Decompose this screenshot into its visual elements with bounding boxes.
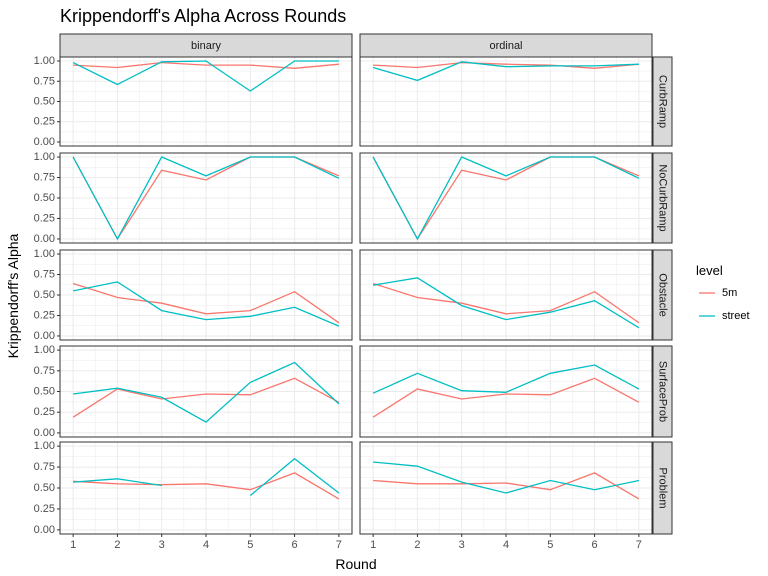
- y-tick-label: 1.00: [34, 55, 55, 67]
- y-tick-label: 0.75: [34, 461, 55, 473]
- y-tick-label: 0.50: [34, 96, 55, 108]
- column-strip-label-binary: binary: [191, 40, 221, 52]
- x-tick-label: 4: [503, 539, 509, 551]
- x-tick-label: 3: [159, 539, 165, 551]
- y-tick-label: 0.50: [34, 386, 55, 398]
- panel-NoCurbRamp-ordinal: [359, 152, 653, 244]
- series-line-5m-CurbRamp-ordinal: [373, 61, 639, 69]
- y-tick-label: 0.50: [34, 482, 55, 494]
- panel-border: [359, 152, 653, 244]
- x-tick-label: 4: [203, 539, 209, 551]
- y-tick-label: 0.25: [34, 406, 55, 418]
- x-tick-label: 5: [247, 539, 253, 551]
- series-line-street-Problem-ordinal: [373, 461, 640, 494]
- x-tick-label: 6: [292, 539, 298, 551]
- y-tick-label: 0.75: [34, 365, 55, 377]
- y-tick-label: 1.00: [34, 344, 55, 356]
- y-tick-label: 0.50: [34, 192, 55, 204]
- chart-title: Krippendorff's Alpha Across Rounds: [60, 6, 346, 26]
- panel-border: [359, 56, 653, 147]
- x-tick-label: 3: [459, 539, 465, 551]
- row-strip-label-Obstacle: Obstacle: [657, 273, 669, 316]
- row-strip-label-CurbRamp: CurbRamp: [657, 75, 669, 128]
- facet-panels: binary ordinal CurbRamp NoCurbRamp Obstacle S…: [34, 33, 673, 551]
- panel-CurbRamp-binary: 0.00 0.25 0.50 0.75 1.00: [34, 55, 353, 148]
- series-line-street-NoCurbRamp-ordinal: [372, 156, 640, 241]
- row-strip-label-Problem: Problem: [657, 468, 669, 509]
- x-tick-label: 5: [547, 539, 553, 551]
- y-tick-label: 0.75: [34, 172, 55, 184]
- panel-NoCurbRamp-binary: 0.00 0.25 0.50 0.75 1.00: [34, 151, 353, 245]
- x-tick-label: 2: [114, 539, 120, 551]
- series-line-street-Obstacle-binary: [72, 281, 340, 327]
- legend-title: level: [696, 263, 723, 278]
- row-strip-label-NoCurbRamp: NoCurbRamp: [657, 164, 669, 231]
- legend-label-street: street: [722, 310, 750, 322]
- series-line-street-NoCurbRamp-binary: [72, 156, 340, 241]
- x-tick-label: 6: [592, 539, 598, 551]
- y-tick-label: 1.00: [34, 248, 55, 260]
- y-tick-label: 0.00: [34, 524, 55, 536]
- x-tick-label: 1: [370, 539, 376, 551]
- y-tick-label: 0.25: [34, 212, 55, 224]
- y-tick-label: 1.00: [34, 151, 55, 163]
- series-line-street-CurbRamp-binary: [72, 60, 339, 92]
- series-line-street-Obstacle-ordinal: [372, 277, 640, 329]
- y-tick-label: 0.00: [34, 233, 55, 245]
- x-tick-label: 1: [70, 539, 76, 551]
- panel-Problem-binary: 0.00 0.25 0.50 0.75 1.00 1 2 3 4 5 6 7: [34, 440, 353, 551]
- y-tick-label: 0.00: [34, 136, 55, 148]
- x-tick-label: 2: [414, 539, 420, 551]
- series-line-5m-CurbRamp-binary: [73, 61, 339, 69]
- y-tick-label: 0.75: [34, 269, 55, 281]
- series-line-5m-Obstacle-ordinal: [372, 282, 640, 324]
- panel-Obstacle-binary: 0.00 0.25 0.50 0.75 1.00: [34, 248, 353, 342]
- x-tick-label: 7: [336, 539, 342, 551]
- series-line-5m-Obstacle-binary: [72, 282, 340, 324]
- y-tick-label: 0.50: [34, 289, 55, 301]
- series-line-street-Problem-binary: [73, 478, 162, 487]
- series-line-5m-SurfaceProb-binary: [72, 377, 340, 418]
- series-line-street-SurfaceProb-binary: [73, 361, 340, 423]
- row-strip-NoCurbRamp: [652, 152, 673, 244]
- x-tick-label: 7: [636, 539, 642, 551]
- series-line-street-Problem-binary: [249, 457, 340, 496]
- series-line-street-CurbRamp-ordinal: [372, 61, 639, 82]
- legend: level 5m street: [696, 263, 750, 322]
- panel-SurfaceProb-ordinal: [359, 345, 653, 438]
- legend-label-5m: 5m: [722, 287, 737, 299]
- y-tick-label: 1.00: [34, 440, 55, 452]
- y-tick-label: 0.00: [34, 427, 55, 439]
- series-line-5m-Problem-binary: [73, 472, 340, 500]
- panel-Obstacle-ordinal: [359, 249, 653, 341]
- panel-border: [359, 345, 653, 438]
- series-line-5m-Problem-ordinal: [373, 472, 640, 500]
- row-strip-Problem: [652, 441, 673, 535]
- row-strip-SurfaceProb: [652, 345, 673, 438]
- y-tick-label: 0.75: [34, 75, 55, 87]
- x-axis-title: Round: [335, 556, 376, 572]
- panel-SurfaceProb-binary: 0.00 0.25 0.50 0.75 1.00: [34, 344, 353, 439]
- y-axis-title: Krippendorff's Alpha: [5, 233, 21, 358]
- row-strip-Obstacle: [652, 249, 673, 341]
- panel-CurbRamp-ordinal: [359, 56, 653, 147]
- column-strip-label-ordinal: ordinal: [489, 40, 522, 52]
- y-tick-label: 0.00: [34, 330, 55, 342]
- panel-border: [359, 249, 653, 341]
- y-tick-label: 0.25: [34, 116, 55, 128]
- row-strip-CurbRamp: [652, 56, 673, 147]
- y-tick-label: 0.25: [34, 503, 55, 515]
- series-line-5m-SurfaceProb-ordinal: [372, 377, 640, 418]
- panel-Problem-ordinal: 1 2 3 4 5 6 7: [359, 441, 653, 551]
- row-strip-label-SurfaceProb: SurfaceProb: [657, 361, 669, 422]
- series-line-street-SurfaceProb-ordinal: [372, 364, 640, 394]
- y-tick-label: 0.25: [34, 309, 55, 321]
